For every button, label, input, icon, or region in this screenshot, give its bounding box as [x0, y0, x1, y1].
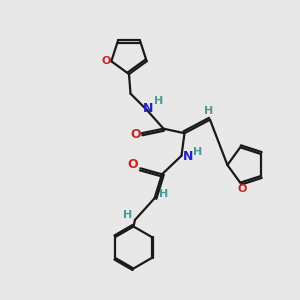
Text: H: H: [204, 106, 213, 116]
Text: H: H: [154, 95, 163, 106]
Text: O: O: [237, 184, 246, 194]
Text: O: O: [101, 56, 111, 66]
Text: N: N: [143, 102, 154, 115]
Text: H: H: [123, 210, 132, 220]
Text: O: O: [130, 128, 141, 141]
Text: H: H: [160, 189, 169, 199]
Text: H: H: [194, 147, 202, 157]
Text: O: O: [128, 158, 138, 171]
Text: N: N: [183, 150, 193, 163]
